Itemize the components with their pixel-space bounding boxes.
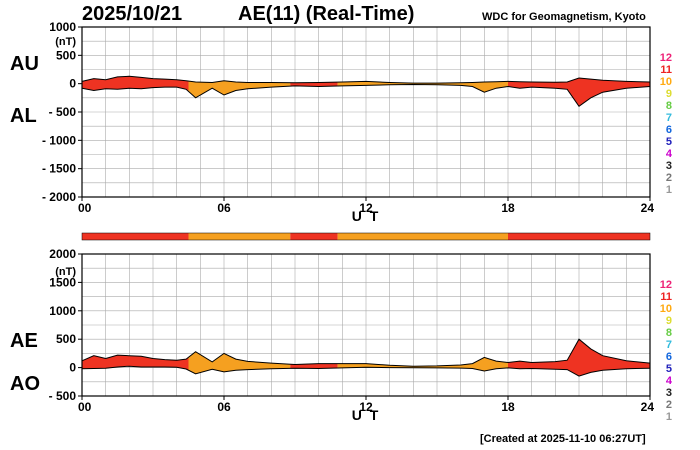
y-tick-label: 1000 [49, 20, 76, 34]
x-axis-label: U T [352, 407, 381, 423]
y-tick-label: - 1000 [42, 133, 76, 147]
level-scale-3: 3 [666, 387, 672, 399]
activity-bar-segment [337, 233, 508, 240]
level-scale-9: 9 [666, 315, 672, 327]
chart-title: AE(11) (Real-Time) [238, 3, 415, 25]
level-scale-4: 4 [666, 375, 673, 387]
x-tick-label: 24 [641, 400, 655, 414]
y-tick-label: 0 [69, 361, 76, 375]
level-scale-11: 11 [660, 291, 672, 303]
level-scale-8: 8 [666, 327, 672, 339]
activity-bar-segment [508, 233, 650, 240]
series-line-ae [81, 338, 651, 367]
level-scale-6: 6 [666, 351, 672, 363]
y-tick-label: 1500 [49, 275, 76, 289]
y-tick-label: - 500 [49, 105, 77, 119]
activity-bar-segment [82, 233, 189, 240]
side-label-ae: AE [10, 330, 38, 352]
y-tick-label: - 500 [49, 389, 77, 403]
y-tick-label: 500 [56, 332, 76, 346]
level-scale-12: 12 [660, 279, 672, 291]
series-area-fill [290, 363, 338, 369]
series-area-fill [508, 78, 650, 107]
series-area-fill [188, 80, 291, 98]
y-tick-label: 500 [56, 48, 76, 62]
level-scale-1: 1 [666, 411, 672, 423]
level-scale-10: 10 [660, 76, 672, 88]
activity-bar-segment [290, 233, 338, 240]
institution-label: WDC for Geomagnetism, Kyoto [482, 11, 646, 23]
level-scale-7: 7 [666, 339, 672, 351]
level-scale-5: 5 [666, 363, 672, 375]
series-line-ao [81, 365, 651, 377]
x-tick-label: 18 [501, 201, 515, 215]
level-scale-6: 6 [666, 124, 672, 136]
series-area-fill [82, 76, 189, 92]
date-label: 2025/10/21 [82, 3, 183, 25]
series-area-fill [188, 351, 291, 374]
level-scale-5: 5 [666, 136, 672, 148]
level-scale-7: 7 [666, 112, 672, 124]
series-area-fill [337, 81, 508, 93]
x-tick-label: 18 [501, 400, 515, 414]
x-axis-label: U T [352, 208, 381, 224]
series-line-al [81, 83, 651, 108]
created-timestamp: [Created at 2025-11-10 06:27UT] [480, 433, 646, 445]
activity-bar-frame [81, 232, 651, 241]
activity-bar-segment [188, 233, 291, 240]
side-label-ao: AO [10, 373, 40, 395]
series-line-au [81, 75, 651, 84]
y-tick-label: - 1500 [42, 162, 76, 176]
level-scale-2: 2 [666, 399, 672, 411]
y-tick-label: 0 [69, 77, 76, 91]
x-tick-label: 00 [78, 400, 92, 414]
y-unit-label: (nT) [55, 36, 76, 48]
level-scale-1: 1 [666, 184, 672, 196]
side-label-au: AU [10, 53, 39, 75]
y-tick-label: - 2000 [42, 190, 76, 204]
level-scale-9: 9 [666, 88, 672, 100]
series-area-fill [337, 357, 508, 371]
y-tick-label: 1000 [49, 304, 76, 318]
level-scale-3: 3 [666, 160, 672, 172]
level-scale-4: 4 [666, 148, 673, 160]
level-scale-8: 8 [666, 100, 672, 112]
series-area-fill [508, 339, 650, 377]
x-tick-label: 12 [359, 201, 373, 215]
level-scale-11: 11 [660, 64, 672, 76]
side-label-al: AL [10, 105, 37, 127]
x-tick-label: 06 [217, 201, 231, 215]
x-tick-label: 00 [78, 201, 92, 215]
level-scale-10: 10 [660, 303, 672, 315]
y-tick-label: 2000 [49, 247, 76, 261]
x-tick-label: 06 [217, 400, 231, 414]
level-scale-12: 12 [660, 52, 672, 64]
series-area-fill [82, 355, 189, 371]
y-unit-label: (nT) [55, 266, 76, 278]
x-tick-label: 12 [359, 400, 373, 414]
x-tick-label: 24 [641, 201, 655, 215]
level-scale-2: 2 [666, 172, 672, 184]
